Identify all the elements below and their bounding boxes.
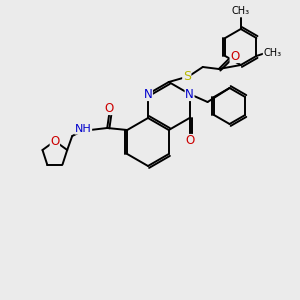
- Text: O: O: [105, 101, 114, 115]
- Text: N: N: [144, 88, 152, 100]
- Text: O: O: [230, 50, 239, 62]
- Text: CH₃: CH₃: [263, 48, 281, 58]
- Text: O: O: [50, 134, 59, 148]
- Text: N: N: [185, 88, 194, 100]
- Text: O: O: [185, 134, 194, 148]
- Text: S: S: [183, 70, 191, 83]
- Text: NH: NH: [75, 124, 92, 134]
- Text: CH₃: CH₃: [232, 6, 250, 16]
